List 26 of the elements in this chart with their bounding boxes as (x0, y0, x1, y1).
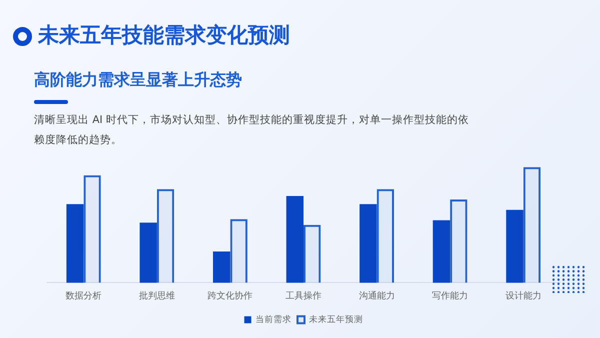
x-tick-label: 数据分析 (66, 290, 102, 302)
bar (523, 167, 541, 283)
x-tick-label: 批判思维 (138, 290, 175, 302)
bar (286, 196, 304, 283)
bar (506, 210, 524, 283)
bar (230, 219, 248, 283)
legend-label: 未来五年预测 (308, 314, 363, 325)
bar (376, 189, 394, 283)
chart-subtitle: 高阶能力需求呈显著上升态势 (34, 70, 242, 91)
chart-title: 未来五年技能需求变化预测 (38, 22, 290, 49)
bar (360, 204, 377, 283)
x-tick-label: 跨文化协作 (208, 290, 253, 302)
text: 清晰呈现出 AI 时代下，市场对认知型、协作型技能的重视度提升，对单一操作型技能的依赖度降低的趋势。 (34, 113, 470, 148)
bar (140, 222, 157, 283)
x-tick-label: 工具操作 (286, 290, 322, 302)
bar (450, 199, 468, 283)
x-tick-label: 沟通能力 (358, 290, 395, 302)
bar (84, 175, 101, 283)
bar (66, 204, 84, 283)
x-tick-label: 设计能力 (505, 290, 542, 302)
bar (156, 189, 174, 283)
x-tick-label: 写作能力 (432, 290, 468, 302)
bar (304, 224, 321, 283)
bar (212, 251, 230, 283)
legend-label: 当前需求 (256, 314, 292, 325)
bar (432, 220, 450, 283)
